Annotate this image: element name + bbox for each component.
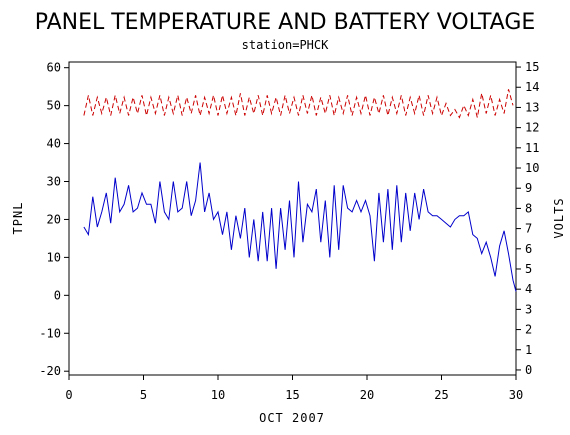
y-left-tick-label: 60 [47, 61, 61, 75]
tpnl-series-line [83, 162, 517, 292]
y-left-tick-label: 20 [47, 212, 61, 226]
chart-title: PANEL TEMPERATURE AND BATTERY VOLTAGE [35, 10, 536, 35]
x-tick-label: 25 [434, 388, 448, 402]
y-left-tick-label: -20 [39, 364, 61, 378]
volts-series-line [83, 89, 514, 119]
y-right-tick-label: 15 [525, 60, 539, 74]
y-left-tick-label: 30 [47, 175, 61, 189]
y-right-tick-label: 5 [525, 262, 532, 276]
y-right-tick-label: 7 [525, 222, 532, 236]
ticks-layer: 0 5 10 15 20 25 30-20-100102030405060012345678… [39, 60, 539, 402]
x-tick-label: 5 [140, 388, 147, 402]
y-right-tick-label: 11 [525, 141, 539, 155]
y-left-tick-label: 40 [47, 137, 61, 151]
y-right-tick-label: 8 [525, 201, 532, 215]
y-left-tick-label: 0 [54, 288, 61, 302]
y-right-tick-label: 1 [525, 343, 532, 357]
y-right-tick-label: 12 [525, 121, 539, 135]
x-tick-label: 15 [285, 388, 299, 402]
chart-subtitle: station=PHCK [242, 38, 329, 52]
y-right-tick-label: 4 [525, 282, 532, 296]
x-axis-label: OCT 2007 [259, 411, 325, 425]
x-tick-label: 10 [211, 388, 225, 402]
y-right-tick-label: 2 [525, 323, 532, 337]
y-right-tick-label: 9 [525, 181, 532, 195]
y-right-tick-label: 6 [525, 242, 532, 256]
y-right-tick-label: 0 [525, 363, 532, 377]
x-tick-label: 30 [509, 388, 523, 402]
y-left-tick-label: 50 [47, 99, 61, 113]
y-left-tick-label: -10 [39, 326, 61, 340]
y-right-tick-label: 3 [525, 302, 532, 316]
y-right-tick-label: 14 [525, 80, 539, 94]
y-axis-right-label: VOLTS [552, 197, 566, 238]
x-tick-label: 20 [360, 388, 374, 402]
series-layer [83, 89, 517, 292]
y-axis-left-label: TPNL [11, 202, 25, 235]
y-right-tick-label: 10 [525, 161, 539, 175]
y-right-tick-label: 13 [525, 100, 539, 114]
x-tick-label: 0 [65, 388, 72, 402]
y-left-tick-label: 10 [47, 250, 61, 264]
